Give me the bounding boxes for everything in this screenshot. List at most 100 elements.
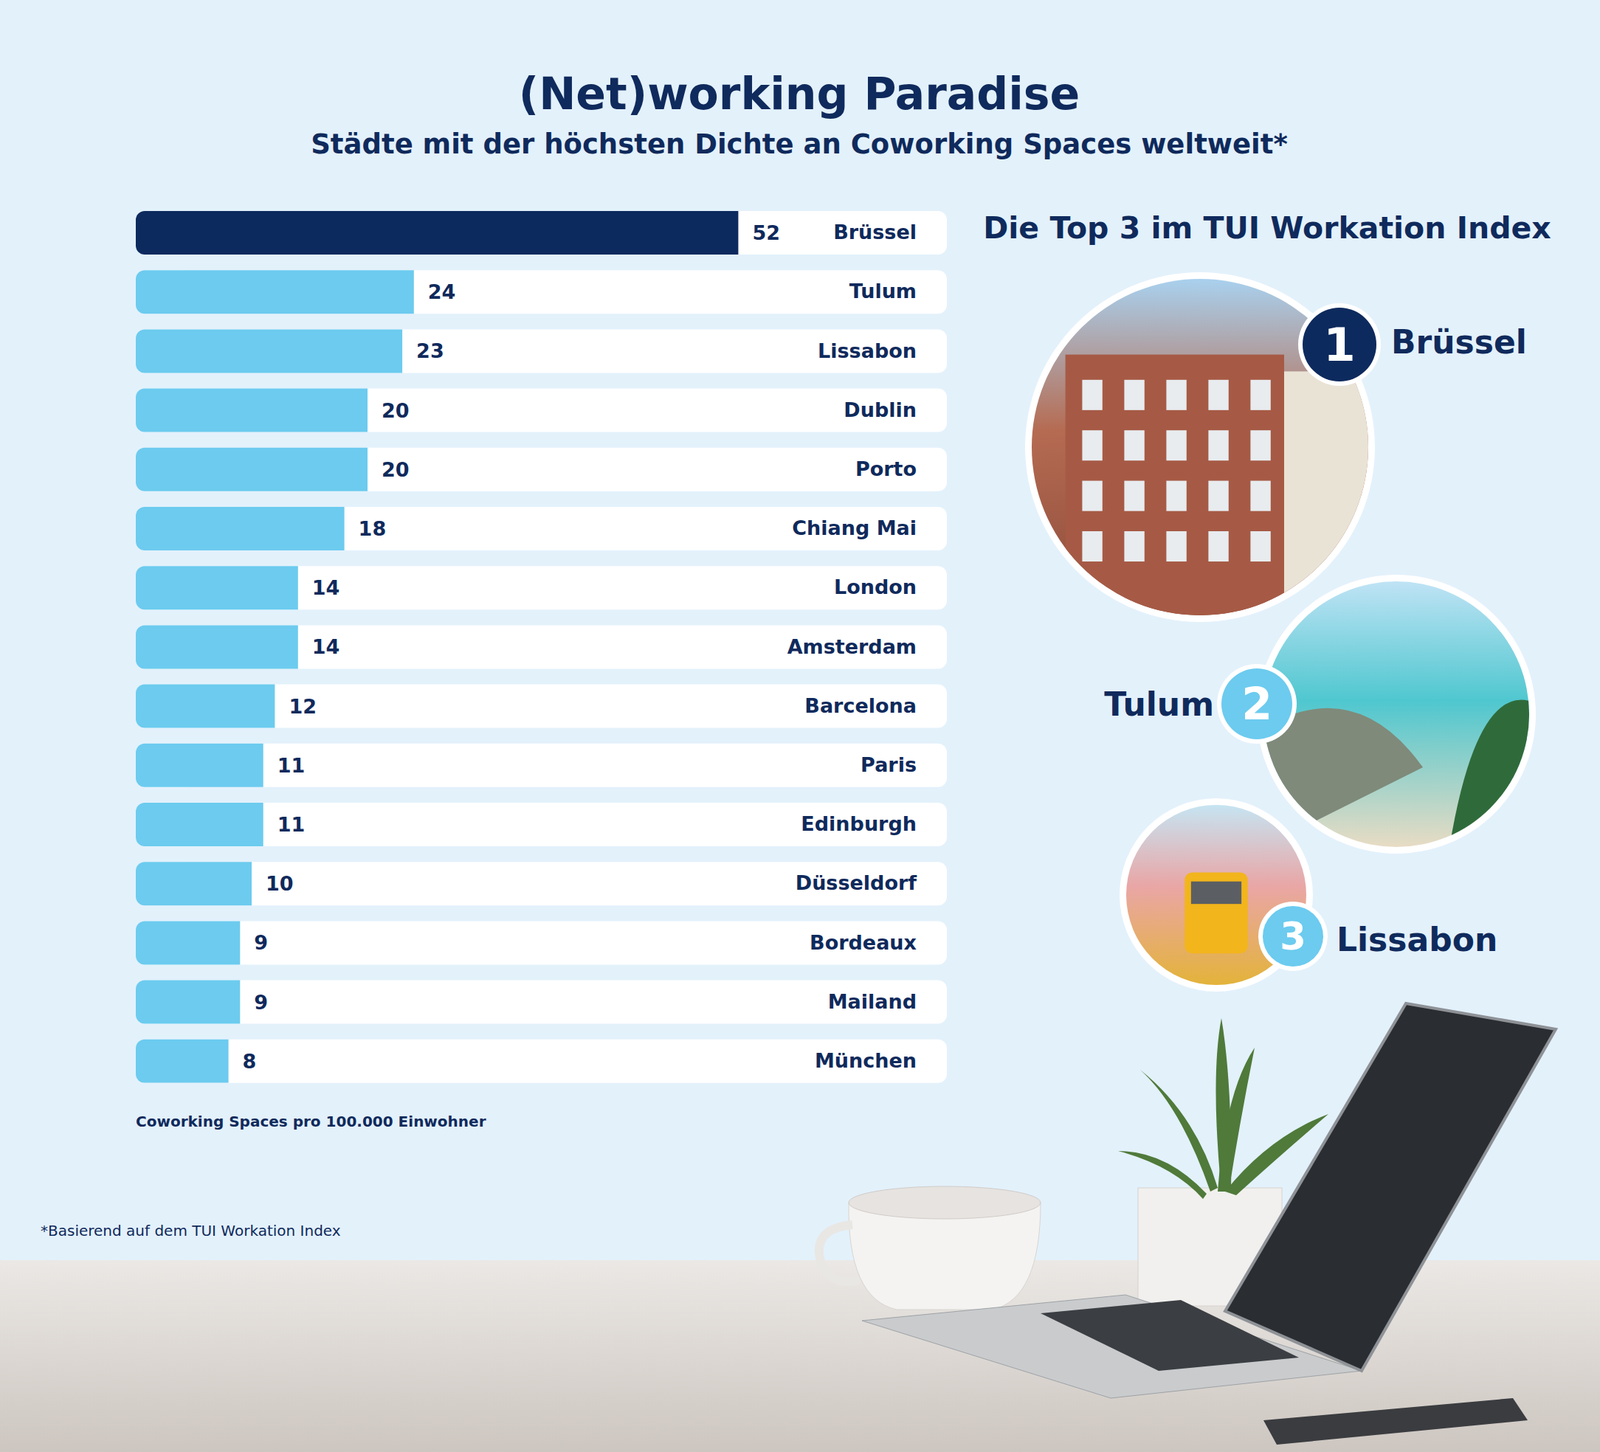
data-label: 11 — [277, 813, 306, 837]
data-label: 14 — [312, 576, 341, 600]
y-axis: BrüsselTulumLissabonDublinPortoChiang Ma… — [787, 220, 918, 1073]
bar-track — [135, 507, 947, 551]
bar-tracks — [135, 211, 947, 1084]
data-label: 8 — [242, 1050, 257, 1074]
plant-leaf — [1216, 1018, 1232, 1192]
data-label: 20 — [381, 399, 410, 423]
tram-window — [1191, 881, 1242, 905]
bar-track — [135, 447, 947, 492]
rank-number: 1 — [1323, 318, 1356, 372]
data-label: 23 — [416, 339, 445, 363]
footnote: *Basierend auf dem TUI Workation Index — [40, 1222, 341, 1240]
subtitle: Städte mit der höchsten Dichte an Cowork… — [310, 128, 1288, 161]
bar — [135, 684, 275, 729]
bar — [135, 507, 345, 551]
window — [1250, 531, 1271, 562]
window — [1166, 531, 1186, 562]
window — [1081, 430, 1102, 461]
photo — [1263, 581, 1530, 848]
rank-label: Lissabon — [1336, 921, 1498, 959]
bar-track — [135, 802, 947, 847]
window — [1250, 380, 1271, 411]
bar — [135, 211, 739, 255]
top3-item: 3 Lissabon — [1119, 798, 1498, 992]
y-tick: Düsseldorf — [795, 871, 918, 895]
rank-label: Tulum — [1104, 685, 1215, 724]
bar-track — [135, 1039, 947, 1084]
phone — [1263, 1398, 1528, 1446]
photo-detail — [1184, 873, 1248, 955]
bar — [135, 625, 299, 669]
bar — [135, 447, 368, 492]
bar-track — [135, 329, 947, 373]
y-tick-label: München — [814, 1049, 917, 1073]
bar — [135, 329, 403, 373]
y-tick: Bordeaux — [809, 931, 917, 955]
bar-track — [135, 388, 947, 433]
window — [1208, 380, 1229, 411]
plant-leaf — [1118, 1151, 1207, 1200]
data-label: 11 — [277, 754, 306, 778]
data-label: 9 — [253, 991, 268, 1015]
bar — [135, 802, 264, 847]
window — [1081, 380, 1102, 411]
building — [1065, 354, 1285, 625]
y-tick-label: Amsterdam — [787, 635, 917, 659]
cup-handle — [819, 1225, 860, 1282]
y-tick-label: Brüssel — [833, 220, 917, 244]
y-tick: Edinburgh — [800, 812, 917, 836]
y-tick: München — [814, 1049, 917, 1073]
y-tick: London — [833, 575, 917, 599]
rank-badge-ring — [1258, 901, 1328, 972]
laptop-screen — [1225, 1003, 1556, 1372]
window — [1123, 481, 1144, 512]
cup-rim — [848, 1186, 1041, 1220]
data-label: 14 — [312, 635, 341, 659]
y-tick-label: Düsseldorf — [795, 871, 918, 895]
window — [1166, 481, 1186, 512]
window — [1081, 531, 1102, 562]
bar — [135, 743, 264, 788]
bar-track — [135, 211, 947, 255]
bar — [135, 1039, 229, 1084]
window — [1250, 481, 1271, 512]
window — [1081, 481, 1102, 512]
window — [1123, 531, 1144, 562]
palm — [1449, 700, 1530, 848]
rank-number: 2 — [1241, 678, 1273, 730]
data-label: 52 — [752, 221, 781, 245]
title: (Net)working Paradise — [518, 67, 1081, 120]
background — [0, 0, 1600, 1452]
window — [1208, 531, 1229, 562]
bar — [135, 861, 252, 906]
data-label: 18 — [358, 517, 387, 541]
bar — [135, 980, 240, 1025]
data-label: 20 — [381, 458, 410, 482]
tram — [1184, 873, 1248, 955]
y-tick-label: Barcelona — [804, 694, 917, 718]
y-tick: Mailand — [828, 990, 917, 1014]
rank-badge-ring — [1298, 303, 1381, 386]
bar-track — [135, 566, 947, 610]
photo-detail — [1065, 354, 1386, 625]
photo-detail — [1263, 700, 1530, 848]
y-tick: Lissabon — [817, 339, 917, 363]
y-tick-label: Porto — [855, 457, 917, 481]
y-tick: Brüssel — [833, 220, 917, 244]
window — [1123, 380, 1144, 411]
bar-track — [135, 684, 947, 729]
y-tick: Barcelona — [804, 694, 917, 718]
y-tick-label: Bordeaux — [809, 931, 917, 955]
top3-title: Die Top 3 im TUI Workation Index — [983, 210, 1552, 246]
window — [1208, 430, 1229, 461]
y-tick-label: Edinburgh — [800, 812, 917, 836]
y-tick: Amsterdam — [787, 635, 917, 659]
rank-number: 3 — [1279, 914, 1307, 959]
bar — [135, 388, 368, 433]
bar-track — [135, 270, 947, 314]
bar-track — [135, 861, 947, 906]
window — [1208, 481, 1229, 512]
rank-badge — [1302, 307, 1377, 382]
window — [1123, 430, 1144, 461]
window — [1166, 430, 1186, 461]
